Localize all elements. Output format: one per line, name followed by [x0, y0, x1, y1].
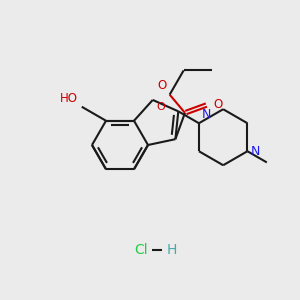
Text: N: N — [202, 108, 211, 121]
Text: HO: HO — [60, 92, 78, 105]
Text: O: O — [213, 98, 223, 111]
Text: O: O — [157, 102, 166, 112]
Text: H: H — [167, 243, 177, 257]
Text: Cl: Cl — [134, 243, 148, 257]
Text: N: N — [250, 145, 260, 158]
Text: O: O — [158, 79, 167, 92]
